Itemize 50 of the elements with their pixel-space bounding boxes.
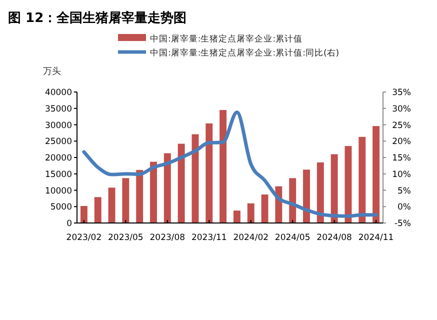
bar — [247, 203, 254, 223]
bar — [136, 170, 144, 223]
bar — [178, 144, 185, 223]
y-tick-label: 35000 — [44, 104, 72, 114]
x-tick-label: 2023/11 — [191, 233, 227, 243]
y2-tick-label: 15% — [392, 154, 411, 164]
y-tick-label: 5000 — [50, 202, 72, 213]
y-tick-label: 20000 — [44, 154, 72, 164]
y2-tick-label: 20% — [392, 137, 411, 148]
y2-tick-label: 5% — [398, 186, 411, 196]
bar — [303, 170, 310, 223]
legend-label: 中国:屠宰量:生猪定点屠宰企业:累计值:同比(右) — [150, 48, 340, 58]
y-tick-label: 15000 — [44, 170, 72, 180]
y-tick-label: 25000 — [44, 137, 72, 148]
bar — [80, 206, 88, 223]
bar — [94, 197, 102, 223]
bar — [372, 126, 380, 223]
bar — [330, 154, 338, 223]
y2-tick-label: -5% — [394, 219, 411, 229]
bar — [122, 178, 130, 223]
x-tick-label: 2024/08 — [316, 233, 352, 243]
y2-tick-label: 25% — [392, 120, 411, 131]
bar — [164, 153, 171, 223]
x-tick-label: 2024/05 — [274, 233, 310, 243]
x-tick-label: 2023/08 — [150, 233, 186, 243]
bar — [233, 210, 240, 223]
y-tick-label: 0 — [66, 219, 72, 229]
y2-tick-label: 35% — [392, 88, 411, 98]
bar — [289, 178, 296, 223]
x-tick-label: 2024/11 — [358, 233, 394, 243]
bar — [316, 162, 324, 223]
bar — [358, 136, 366, 223]
bar — [220, 110, 227, 223]
y-tick-label: 30000 — [44, 120, 72, 131]
bar — [108, 188, 116, 223]
y2-tick-label: 30% — [392, 104, 411, 114]
bar — [150, 162, 157, 223]
x-tick-label: 2023/02 — [66, 233, 102, 243]
bar — [261, 194, 268, 223]
x-tick-label: 2024/02 — [233, 233, 269, 243]
y-tick-label: 10000 — [44, 186, 72, 196]
line-series — [82, 110, 378, 218]
y-axis-title: 万头 — [43, 66, 61, 77]
legend-label: 中国:屠宰量:生猪定点屠宰企业:累计值 — [150, 34, 303, 44]
x-tick-label: 2023/05 — [108, 233, 144, 243]
y2-tick-label: 10% — [392, 170, 411, 180]
y-tick-label: 40000 — [44, 88, 72, 98]
bar — [206, 123, 213, 223]
chart-title: 图 12：全国生猪屠宰量走势图 — [8, 10, 187, 26]
y2-tick-label: 0% — [398, 202, 411, 213]
